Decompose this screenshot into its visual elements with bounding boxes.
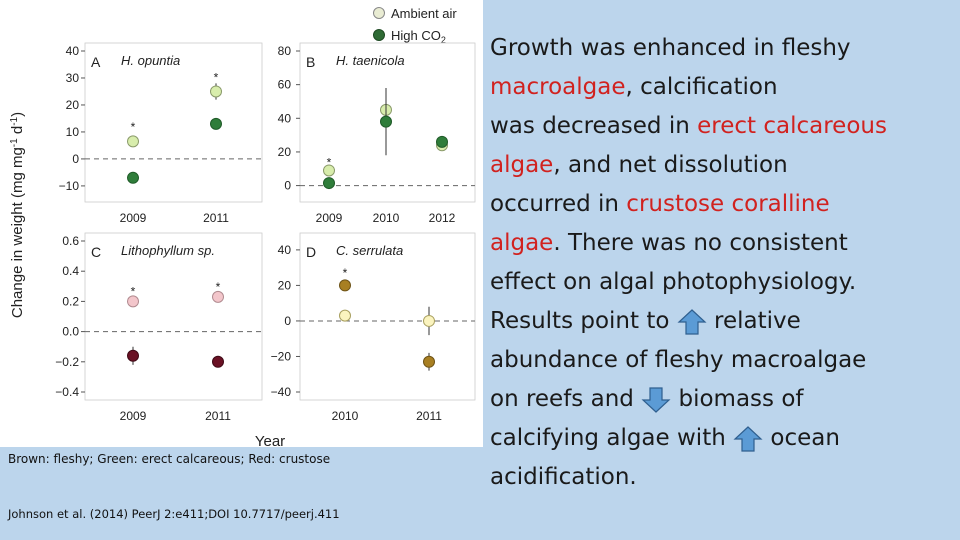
legend-ambient-marker — [373, 7, 385, 19]
legend-high-co2-marker — [373, 29, 385, 41]
high-co2-point — [323, 177, 335, 190]
legend-ambient-label: Ambient air — [391, 6, 457, 21]
highlight-crustose-coralline: crustose coralline — [626, 191, 830, 217]
ambient-air-point — [127, 135, 139, 148]
y-tick-label: −10 — [59, 179, 80, 193]
y-tick-label: 10 — [66, 125, 80, 139]
high-co2-point — [127, 171, 139, 184]
summary-line: on reefs and biomass of — [490, 386, 804, 413]
high-co2-point — [436, 135, 448, 148]
panel-letter: A — [91, 54, 101, 70]
y-tick-label: 0.4 — [62, 264, 79, 278]
y-tick-label: 0.2 — [62, 294, 79, 308]
x-tick-label: 2009 — [316, 211, 343, 225]
ambient-air-point — [212, 290, 224, 303]
y-tick-label: −0.4 — [55, 385, 79, 399]
ambient-air-point — [339, 309, 351, 322]
y-tick-label: 20 — [66, 98, 80, 112]
summary-line: occurred in crustose coralline — [490, 191, 830, 217]
highlight-macroalgae: macroalgae — [490, 74, 626, 100]
x-tick-label: 2009 — [120, 211, 147, 225]
panel-frame — [299, 42, 476, 203]
significance-star: * — [214, 70, 219, 84]
panel-letter: B — [306, 54, 315, 70]
y-tick-label: 60 — [278, 78, 292, 92]
significance-star: * — [131, 120, 136, 134]
summary-line: algae. There was no consistent — [490, 230, 848, 256]
panel-title: H. taenicola — [336, 53, 405, 68]
citation: Johnson et al. (2014) PeerJ 2:e411;DOI 1… — [8, 507, 340, 521]
summary-line: calcifying algae with ocean — [490, 425, 840, 452]
x-tick-label: 2012 — [429, 211, 456, 225]
summary-line: acidification. — [490, 464, 637, 490]
panel-title: C. serrulata — [336, 243, 403, 258]
panel-title: H. opuntia — [121, 53, 180, 68]
y-tick-label: 0.0 — [62, 325, 79, 339]
high-co2-point — [423, 355, 435, 368]
x-tick-label: 2010 — [373, 211, 400, 225]
summary-line: algae, and net dissolution — [490, 152, 788, 178]
legend-high-co2-subscript: 2 — [441, 35, 446, 45]
significance-star: * — [216, 280, 221, 294]
x-tick-label: 2010 — [332, 409, 359, 423]
y-tick-label: 0 — [72, 152, 79, 166]
y-tick-label: 20 — [278, 278, 292, 292]
significance-star: * — [343, 266, 348, 280]
significance-star: * — [131, 284, 136, 298]
high-co2-point — [210, 117, 222, 130]
panel-frame — [84, 42, 263, 203]
y-tick-label: 0.6 — [62, 234, 79, 248]
x-tick-label: 2011 — [203, 211, 229, 225]
high-co2-point — [212, 355, 224, 368]
ambient-air-point — [210, 85, 222, 98]
highlight-erect-calcareous: erect calcareous — [697, 113, 887, 139]
charts-figure: Ambient air High CO2 Change in weight (m… — [9, 6, 476, 447]
summary-line: macroalgae, calcification — [490, 74, 778, 100]
x-tick-label: 2009 — [120, 409, 147, 423]
summary-text: Growth was enhanced in fleshy macroalgae… — [490, 29, 956, 497]
significance-star: * — [327, 155, 332, 169]
ambient-air-point — [127, 295, 139, 308]
high-co2-point — [380, 115, 392, 128]
ambient-air-point — [323, 164, 335, 177]
figure-panel: Ambient air High CO2 Change in weight (m… — [0, 0, 483, 447]
summary-line: was decreased in erect calcareous — [490, 113, 887, 139]
y-tick-label: −0.2 — [55, 355, 79, 369]
highlight-algae-1: algae — [490, 152, 554, 178]
ambient-air-point — [423, 314, 435, 327]
summary-line: effect on algal photophysiology. — [490, 269, 857, 295]
y-tick-label: 40 — [278, 243, 292, 257]
summary-line: Growth was enhanced in fleshy — [490, 35, 851, 61]
y-tick-label: 0 — [284, 314, 291, 328]
y-tick-label: 40 — [278, 111, 292, 125]
y-tick-label: 0 — [284, 179, 291, 193]
panels-layer: −10 0 10 20 30 40 2009 2011 A H. opuntia * * 0 20 40 60… — [55, 42, 476, 423]
high-co2-point — [127, 349, 139, 362]
y-tick-label: 80 — [278, 44, 292, 58]
panel-title: Lithophyllum sp. — [121, 243, 215, 258]
y-tick-label: 20 — [278, 145, 292, 159]
summary-line: Results point to relative — [490, 308, 801, 335]
y-tick-label: −20 — [271, 349, 292, 363]
x-tick-label: 2011 — [416, 409, 442, 423]
x-tick-label: 2011 — [205, 409, 231, 423]
y-tick-label: 30 — [66, 71, 80, 85]
x-axis-label: Year — [255, 433, 285, 447]
panel-frame — [299, 232, 476, 401]
y-axis-label: Change in weight (mg mg-1 d-1) — [9, 112, 26, 318]
y-tick-label: 40 — [66, 44, 80, 58]
panel-frame — [84, 232, 263, 401]
y-tick-label: −40 — [271, 385, 292, 399]
arrow-up-icon — [677, 308, 707, 335]
panel-letter: D — [306, 244, 316, 260]
arrow-down-icon — [641, 386, 671, 413]
highlight-algae-2: algae — [490, 230, 554, 256]
legend-high-co2-label: High CO2 — [391, 28, 446, 45]
panel-letter: C — [91, 244, 101, 260]
high-co2-point — [339, 279, 351, 292]
arrow-up-icon — [733, 425, 763, 452]
summary-line: abundance of fleshy macroalgae — [490, 347, 867, 373]
color-caption: Brown: fleshy; Green: erect calcareous; … — [8, 452, 331, 466]
